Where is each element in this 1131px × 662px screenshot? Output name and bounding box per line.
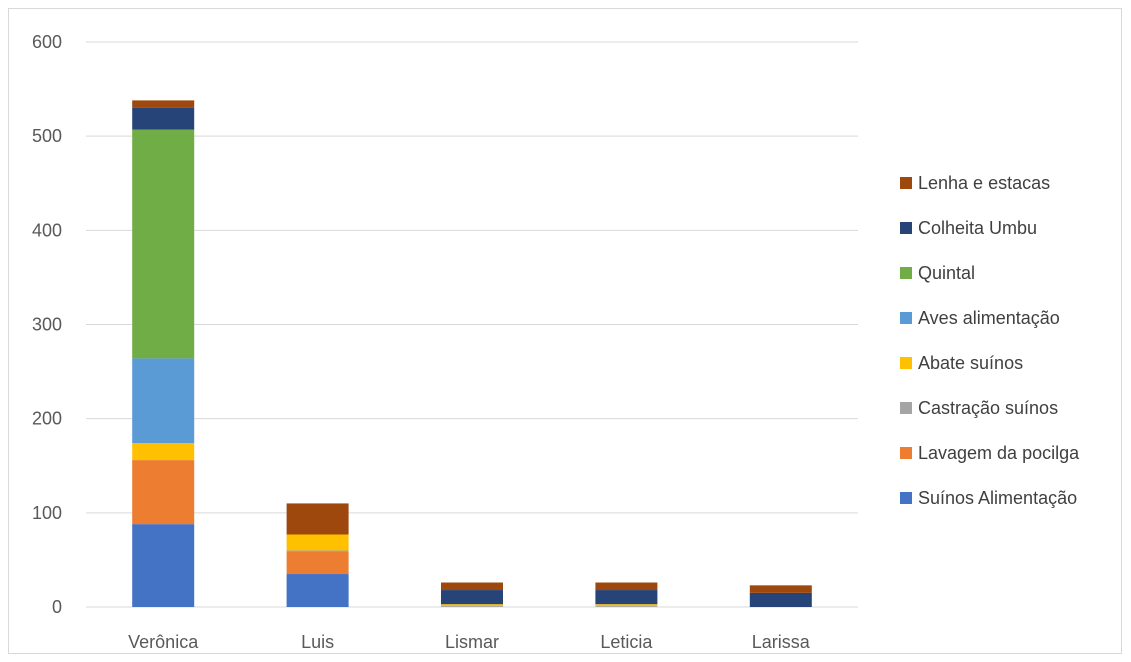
legend-label: Colheita Umbu <box>918 218 1037 238</box>
bar-segment <box>595 604 658 607</box>
legend-swatch <box>900 222 912 234</box>
bar-segment <box>595 606 658 607</box>
bar-segment <box>132 358 195 444</box>
y-tick-label: 0 <box>52 597 62 617</box>
x-tick-label: Luis <box>301 632 334 652</box>
bar-segment <box>441 604 503 607</box>
bar-segment <box>749 585 812 593</box>
bar-segment <box>132 107 195 130</box>
bar-segment <box>132 460 195 525</box>
legend-label: Abate suínos <box>918 353 1023 373</box>
y-tick-label: 600 <box>32 32 62 52</box>
x-tick-label: Verônica <box>128 632 199 652</box>
bars <box>132 100 812 607</box>
bar-segment <box>441 590 503 605</box>
bar-segment <box>132 524 195 607</box>
y-tick-label: 300 <box>32 315 62 335</box>
bar-segment <box>749 592 812 607</box>
legend-swatch <box>900 177 912 189</box>
legend: Lenha e estacas Colheita Umbu Quintal Aves … <box>900 173 1080 508</box>
legend-swatch <box>900 492 912 504</box>
bar-segment <box>595 590 658 605</box>
gridlines <box>86 41 858 608</box>
bar-segment <box>441 606 503 607</box>
bar-segment <box>132 129 195 359</box>
y-tick-label: 500 <box>32 126 62 146</box>
bar-segment <box>132 443 195 461</box>
legend-label: Suínos Alimentação <box>918 488 1077 508</box>
y-axis-ticks: 0 100 200 300 400 500 600 <box>32 32 62 617</box>
x-tick-label: Leticia <box>600 632 653 652</box>
y-tick-label: 200 <box>32 409 62 429</box>
bar-segment <box>441 582 503 591</box>
y-tick-label: 400 <box>32 220 62 240</box>
legend-label: Quintal <box>918 263 975 283</box>
bar-segment <box>286 551 349 575</box>
legend-swatch <box>900 402 912 414</box>
x-axis-ticks: Verônica Luis Lismar Leticia Larissa <box>128 632 811 652</box>
legend-label: Lenha e estacas <box>918 173 1050 193</box>
bar-segment <box>286 534 349 551</box>
bar-segment <box>595 582 658 591</box>
legend-swatch <box>900 312 912 324</box>
legend-swatch <box>900 267 912 279</box>
legend-label: Castração suínos <box>918 398 1058 418</box>
x-tick-label: Lismar <box>445 632 499 652</box>
bar-segment <box>286 503 349 535</box>
bar-segment <box>132 100 195 108</box>
y-tick-label: 100 <box>32 503 62 523</box>
legend-swatch <box>900 357 912 369</box>
legend-label: Lavagem da pocilga <box>918 443 1080 463</box>
x-tick-label: Larissa <box>752 632 811 652</box>
bar-segment <box>286 550 349 552</box>
legend-swatch <box>900 447 912 459</box>
bar-segment <box>286 574 349 607</box>
legend-label: Aves alimentação <box>918 308 1060 328</box>
